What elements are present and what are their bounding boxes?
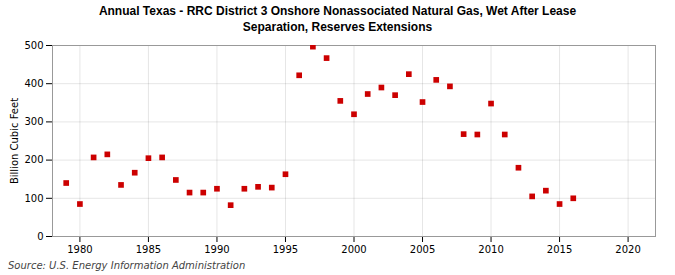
svg-text:2015: 2015 <box>547 244 572 255</box>
svg-text:Billion Cubic Feet: Billion Cubic Feet <box>9 98 20 184</box>
svg-text:400: 400 <box>24 78 43 89</box>
svg-text:2000: 2000 <box>341 244 366 255</box>
svg-text:2010: 2010 <box>478 244 503 255</box>
svg-text:1985: 1985 <box>136 244 161 255</box>
svg-text:200: 200 <box>24 154 43 165</box>
svg-text:100: 100 <box>24 193 43 204</box>
svg-text:1980: 1980 <box>67 244 92 255</box>
html-text:Source: U.S. Energy Informatio: Source: U.S. Energy Information Administ… <box>8 260 246 272</box>
svg-text:1995: 1995 <box>273 244 298 255</box>
html-text:Annual Texas - RRC District 3: Annual Texas - RRC District 3 Onshore No… <box>98 4 577 34</box>
svg-text:500: 500 <box>24 40 43 51</box>
svg-text:0: 0 <box>37 231 43 242</box>
svg-text:300: 300 <box>24 116 43 127</box>
svg-text:2020: 2020 <box>615 244 640 255</box>
svg-text:1990: 1990 <box>204 244 229 255</box>
svg-text:2005: 2005 <box>410 244 435 255</box>
